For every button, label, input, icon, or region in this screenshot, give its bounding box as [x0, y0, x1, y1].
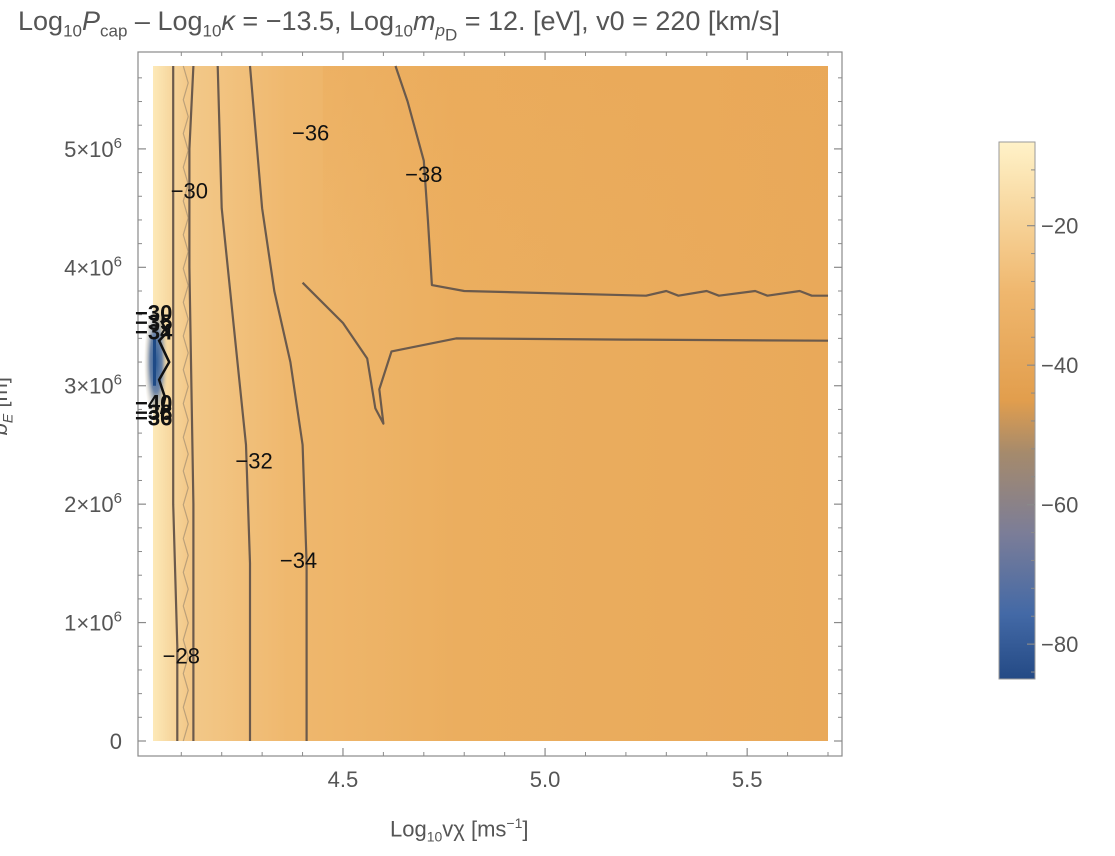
colorbar-tick-label: −40 — [1041, 353, 1078, 378]
y-tick-label: 5×106 — [64, 135, 122, 162]
y-axis-ticks: 0 1×106 2×106 3×106 4×106 5×106 — [64, 77, 842, 754]
colorbar-tick-label: −80 — [1041, 632, 1078, 657]
y-axis-label: bE [m] — [0, 377, 16, 435]
contour-label: −38 — [405, 162, 442, 187]
x-axis-ticks: 4.5 5.0 5.5 — [180, 52, 829, 792]
y-tick-label: 1×106 — [64, 609, 122, 636]
contour-line — [188, 65, 195, 741]
contour-labels: −28−30−32−34−36−38−30−35−34−40−38−36 — [135, 120, 442, 668]
colorbar-tick-label: −60 — [1041, 493, 1078, 518]
edge-contour-label: −36 — [135, 406, 172, 431]
contour-line — [216, 65, 252, 741]
edge-contour-label: −35 — [135, 310, 172, 335]
x-tick-label: 5.5 — [732, 767, 763, 792]
edge-contour-label: −38 — [135, 400, 172, 425]
edge-contour-label: −30 — [135, 300, 172, 325]
contour-line — [301, 281, 829, 425]
colorbar-tick-label: −20 — [1041, 214, 1078, 239]
plot-frame — [137, 51, 843, 757]
contour-label: −30 — [171, 178, 208, 203]
axes-frame — [137, 51, 843, 757]
x-axis-label: Log10vχ [ms−1] — [390, 815, 529, 845]
colorbar: −20 −40 −60 −80 — [998, 141, 1078, 680]
contour-label: −32 — [235, 448, 272, 473]
colorbar-gradient — [998, 141, 1036, 680]
contour-label: −28 — [163, 644, 200, 669]
x-tick-label: 4.5 — [328, 767, 359, 792]
contour-line — [157, 320, 171, 415]
y-tick-label: 2×106 — [64, 490, 122, 517]
contour-lines — [157, 65, 829, 742]
y-tick-label: 0 — [110, 729, 122, 754]
plot-background — [144, 66, 828, 741]
upper-band-shade — [322, 66, 828, 291]
contour-line — [394, 65, 828, 297]
chart-title: Log10Pcap – Log10κ = −13.5, Log10mpD = 1… — [18, 6, 780, 45]
y-tick-label: 3×106 — [64, 372, 122, 399]
edge-contour-label: −40 — [135, 390, 172, 415]
contour-label: −36 — [292, 120, 329, 145]
contour-line — [182, 65, 189, 742]
contour-line — [172, 66, 179, 741]
x-tick-label: 5.0 — [530, 767, 561, 792]
edge-contour-label: −34 — [135, 319, 173, 344]
minimum-strip — [153, 338, 156, 386]
y-tick-label: 4×106 — [64, 253, 122, 280]
contour-line — [248, 65, 308, 741]
contour-label: −34 — [280, 548, 317, 573]
